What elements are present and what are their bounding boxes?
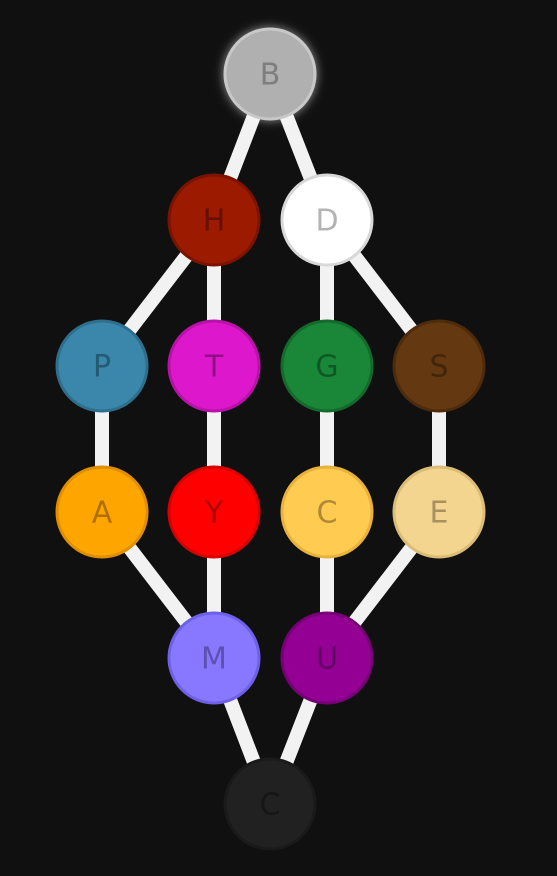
node-label: Y [204,496,224,531]
node-circle [223,27,317,121]
node-s: S [392,319,486,413]
node-m: M [167,611,261,705]
node-circle [55,465,149,559]
node-g: G [280,319,374,413]
node-label: U [316,642,338,677]
node-label: M [201,642,227,677]
node-y: Y [167,465,261,559]
node-p: P [55,319,149,413]
node-layer: B H D P T G S A Y C E M U C [55,27,486,851]
node-c2: C [223,757,317,851]
node-circle [280,611,374,705]
node-label: T [204,350,224,385]
node-circle [55,319,149,413]
node-circle [280,319,374,413]
node-label: A [92,496,113,531]
node-label: H [203,204,226,239]
node-circle [167,465,261,559]
node-label: C [317,496,338,531]
node-label: P [93,350,111,385]
node-label: C [260,788,281,823]
node-circle [392,319,486,413]
node-circle [280,173,374,267]
edge-layer [95,71,446,807]
node-h: H [167,173,261,267]
node-c1: C [280,465,374,559]
node-t: T [167,319,261,413]
node-u: U [280,611,374,705]
node-label: E [430,496,449,531]
node-circle [280,465,374,559]
node-label: D [315,204,338,239]
node-a: A [55,465,149,559]
node-label: G [315,350,338,385]
node-e: E [392,465,486,559]
node-label: B [260,58,281,93]
node-circle [223,757,317,851]
node-circle [167,319,261,413]
node-b: B [223,27,317,121]
node-d: D [280,173,374,267]
node-circle [392,465,486,559]
node-circle [167,611,261,705]
node-label: S [429,350,448,385]
node-circle [167,173,261,267]
